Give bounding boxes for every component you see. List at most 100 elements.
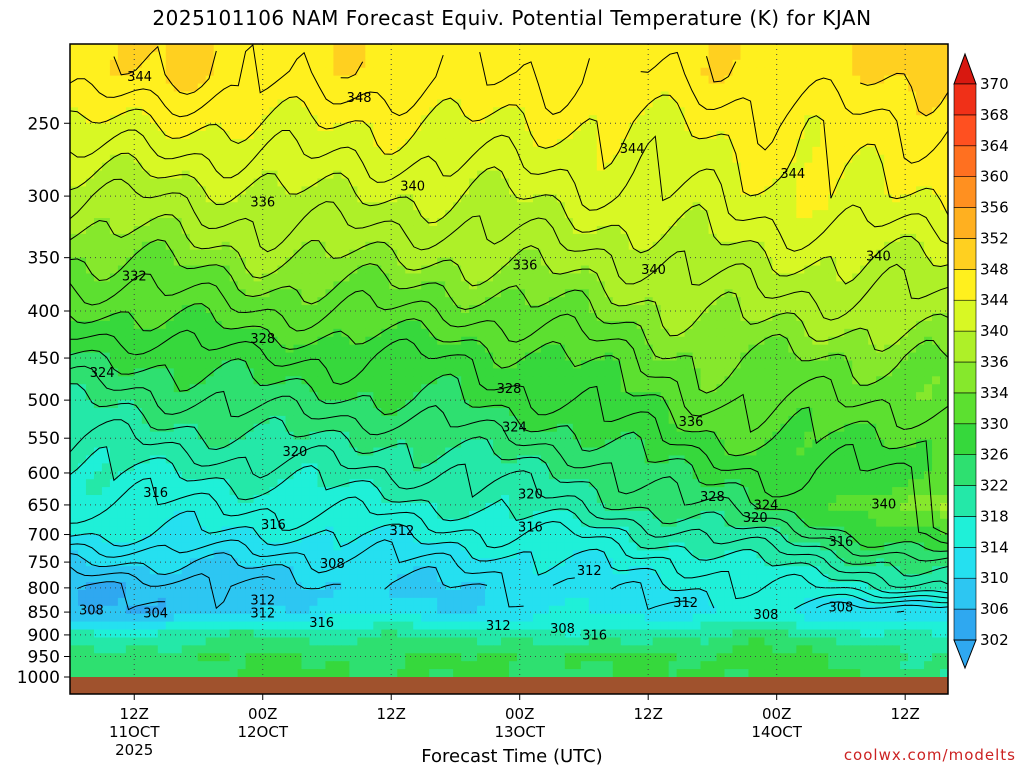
theta-cell — [604, 384, 614, 393]
theta-cell — [477, 265, 486, 275]
theta-cell — [157, 115, 167, 124]
theta-cell — [884, 51, 893, 61]
theta-cell — [389, 360, 398, 370]
theta-cell — [269, 344, 279, 354]
theta-cell — [229, 99, 239, 108]
theta-cell — [836, 225, 845, 235]
theta-cell — [884, 131, 893, 140]
theta-cell — [85, 170, 95, 180]
theta-cell — [580, 83, 590, 93]
theta-cell — [245, 59, 255, 69]
theta-cell — [181, 281, 191, 290]
theta-cell — [660, 210, 670, 219]
theta-cell — [612, 392, 622, 401]
theta-cell — [365, 138, 374, 148]
theta-cell — [524, 210, 534, 219]
theta-cell — [133, 51, 143, 61]
theta-cell — [900, 186, 909, 195]
theta-cell — [604, 162, 614, 172]
theta-cell — [133, 194, 143, 203]
theta-cell — [85, 131, 95, 140]
theta-cell — [421, 67, 430, 77]
theta-cell — [301, 91, 311, 100]
theta-cell — [445, 313, 454, 322]
theta-cell — [596, 265, 606, 275]
theta-cell — [317, 336, 327, 346]
theta-cell — [445, 281, 454, 290]
theta-cell — [165, 360, 175, 370]
theta-cell — [253, 218, 263, 227]
theta-cell — [884, 225, 893, 235]
theta-cell — [229, 44, 239, 53]
theta-cell — [349, 313, 358, 322]
theta-cell — [540, 218, 550, 227]
theta-cell — [173, 59, 183, 69]
theta-cell — [77, 233, 87, 243]
theta-cell — [564, 186, 574, 195]
theta-cell — [572, 273, 582, 282]
theta-cell — [285, 320, 295, 330]
theta-cell — [325, 107, 334, 116]
theta-cell — [684, 115, 694, 124]
theta-cell — [732, 59, 742, 69]
theta-cell — [285, 51, 295, 61]
theta-cell — [285, 91, 295, 100]
theta-cell — [341, 75, 350, 85]
theta-cell — [524, 328, 534, 338]
theta-cell — [884, 178, 893, 188]
theta-cell — [780, 257, 789, 267]
theta-cell — [253, 83, 263, 93]
theta-cell — [357, 83, 366, 93]
theta-cell — [341, 241, 350, 251]
theta-cell — [580, 131, 590, 140]
theta-cell — [804, 233, 813, 243]
theta-cell — [652, 265, 662, 275]
theta-cell — [93, 289, 103, 298]
theta-cell — [764, 44, 773, 53]
theta-cell — [740, 44, 750, 53]
theta-cell — [940, 384, 948, 393]
theta-cell — [237, 91, 247, 100]
theta-cell — [125, 297, 135, 306]
theta-cell — [884, 91, 893, 100]
theta-cell — [524, 225, 534, 235]
theta-cell — [860, 162, 869, 172]
theta-cell — [509, 257, 518, 267]
theta-cell — [820, 83, 829, 93]
theta-cell — [540, 281, 550, 290]
theta-cell — [684, 202, 694, 211]
theta-cell — [844, 91, 853, 100]
theta-cell — [501, 194, 510, 203]
theta-cell — [509, 115, 518, 124]
theta-cell — [916, 233, 925, 243]
theta-cell — [237, 170, 247, 180]
theta-cell — [157, 170, 167, 180]
theta-cell — [692, 91, 702, 100]
theta-cell — [469, 218, 478, 227]
theta-cell — [245, 257, 255, 267]
theta-cell — [860, 249, 869, 259]
theta-cell — [429, 170, 438, 180]
theta-cell — [764, 225, 773, 235]
theta-cell — [796, 154, 805, 164]
theta-cell — [173, 51, 183, 61]
theta-cell — [381, 225, 390, 235]
theta-cell — [644, 170, 654, 180]
theta-cell — [117, 352, 127, 362]
theta-cell — [477, 59, 486, 69]
theta-cell — [205, 384, 215, 393]
theta-cell — [485, 44, 494, 53]
theta-cell — [373, 368, 382, 377]
theta-cell — [70, 146, 79, 156]
theta-cell — [221, 154, 231, 164]
theta-cell — [844, 138, 853, 148]
theta-cell — [317, 186, 327, 195]
theta-cell — [580, 115, 590, 124]
theta-cell — [429, 281, 438, 290]
theta-cell — [349, 170, 358, 180]
theta-cell — [788, 344, 797, 354]
theta-cell — [828, 115, 837, 124]
theta-cell — [892, 273, 901, 282]
theta-cell — [932, 249, 941, 259]
theta-cell — [93, 107, 103, 116]
